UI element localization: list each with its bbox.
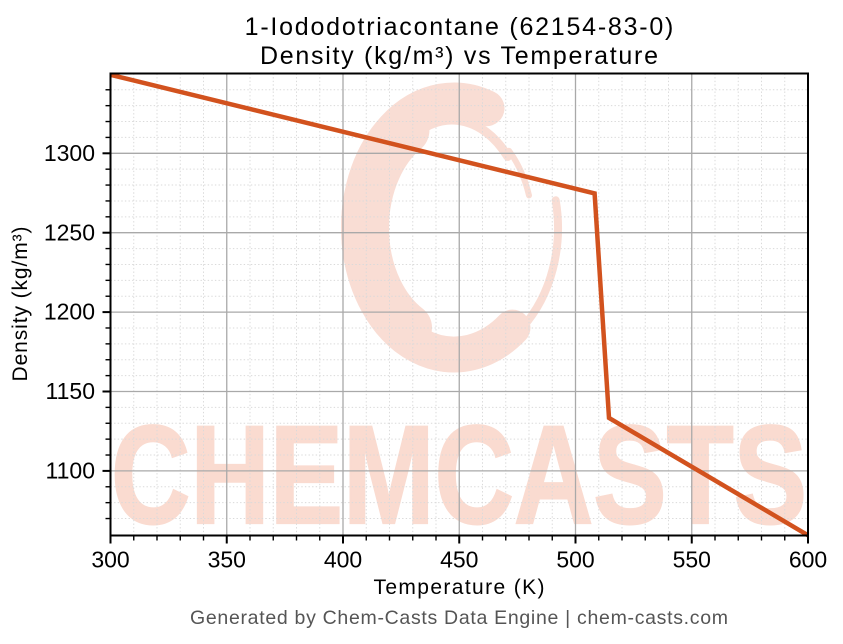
svg-text:Generated by Chem-Casts Data E: Generated by Chem-Casts Data Engine | ch… xyxy=(190,607,728,629)
svg-text:Density (kg/m³) vs Temperature: Density (kg/m³) vs Temperature xyxy=(260,42,658,70)
svg-text:450: 450 xyxy=(440,547,478,573)
svg-text:350: 350 xyxy=(208,547,246,573)
svg-text:300: 300 xyxy=(91,547,129,573)
svg-text:1100: 1100 xyxy=(46,458,95,484)
svg-text:500: 500 xyxy=(556,547,594,573)
svg-text:1250: 1250 xyxy=(44,219,95,245)
svg-text:Temperature (K): Temperature (K) xyxy=(374,576,545,599)
svg-text:1200: 1200 xyxy=(44,299,95,325)
svg-text:Density (kg/m³): Density (kg/m³) xyxy=(9,227,32,382)
svg-text:1150: 1150 xyxy=(46,378,95,404)
svg-text:550: 550 xyxy=(673,547,711,573)
svg-text:1300: 1300 xyxy=(44,140,95,166)
svg-text:1-Iododotriacontane (62154-83-: 1-Iododotriacontane (62154-83-0) xyxy=(245,13,674,41)
svg-text:600: 600 xyxy=(789,547,827,573)
svg-text:400: 400 xyxy=(324,547,362,573)
